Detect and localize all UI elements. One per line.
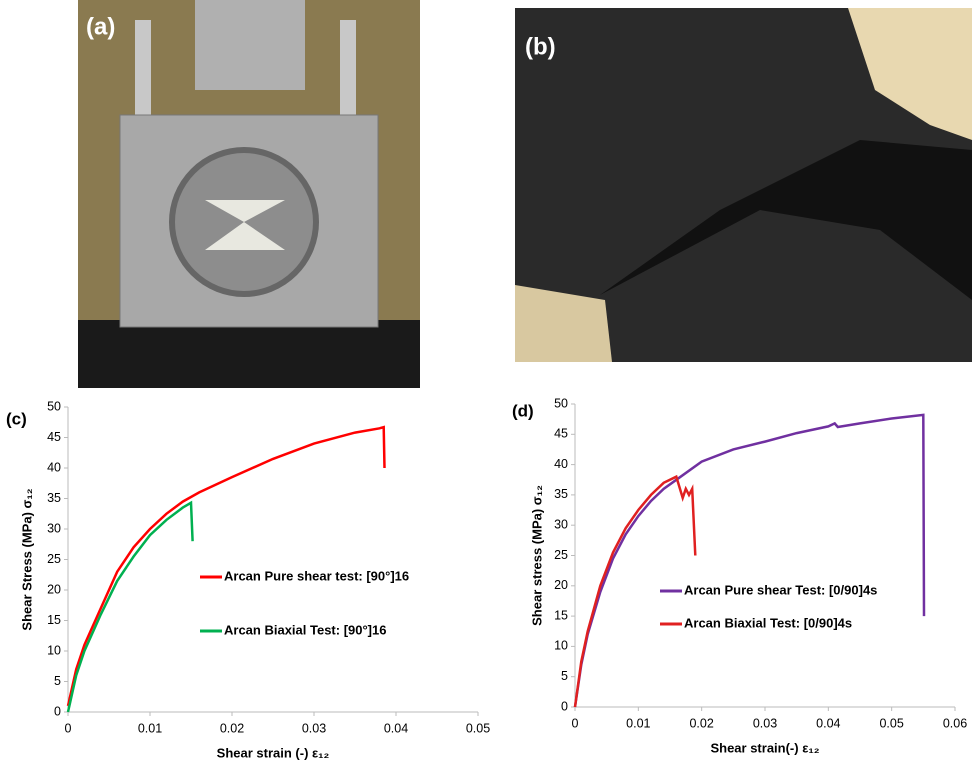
- x-tick-label: 0: [572, 716, 579, 730]
- x-tick-label: 0.01: [138, 721, 162, 735]
- panel-label: (c): [6, 409, 27, 428]
- y-tick-label: 10: [554, 639, 568, 653]
- y-tick-label: 30: [554, 517, 568, 531]
- legend-label: Arcan Pure shear Test: [0/90]4s: [684, 582, 877, 597]
- y-tick-label: 0: [561, 699, 568, 713]
- series-line: [573, 413, 926, 708]
- legend-label: Arcan Pure shear test: [90°]16: [224, 568, 409, 583]
- y-tick-label: 45: [47, 430, 61, 444]
- y-tick-label: 50: [47, 399, 61, 413]
- y-tick-label: 5: [54, 674, 61, 688]
- photo-a: (a): [78, 0, 420, 388]
- x-tick-label: 0.03: [302, 721, 326, 735]
- y-tick-label: 20: [554, 578, 568, 592]
- y-axis-label: Shear Stress (MPa) σ₁₂: [19, 488, 34, 630]
- y-tick-label: 50: [554, 396, 568, 410]
- chart: 0 5 10 15 20 25 30 35 40 45 50 0 0.01 0.02 0.03 0.04 0.0…: [6, 399, 490, 760]
- chart: 0 5 10 15 20 25 30 35 40 45 50 0 0.01 0.02 0.03 0.04 0.0…: [512, 396, 967, 755]
- photo-label: (a): [86, 13, 115, 40]
- y-tick-label: 10: [47, 643, 61, 657]
- x-tick-label: 0.05: [466, 721, 490, 735]
- photo-label: (b): [525, 33, 556, 60]
- x-tick-label: 0.01: [626, 716, 650, 730]
- x-tick-label: 0.02: [689, 716, 713, 730]
- series-line: [66, 425, 386, 707]
- y-tick-label: 5: [561, 669, 568, 683]
- legend-label: Arcan Biaxial Test: [0/90]4s: [684, 615, 852, 630]
- x-axis-label: Shear strain(-) ε₁₂: [710, 740, 819, 755]
- photo-loadcell: [195, 0, 305, 90]
- x-tick-label: 0.06: [943, 716, 967, 730]
- y-tick-label: 25: [47, 552, 61, 566]
- legend-label: Arcan Biaxial Test: [90°]16: [224, 622, 386, 637]
- y-tick-label: 45: [554, 427, 568, 441]
- y-tick-label: 30: [47, 521, 61, 535]
- panel-label: (d): [512, 401, 534, 420]
- x-tick-label: 0.05: [879, 716, 903, 730]
- photo-corner: [515, 285, 612, 362]
- x-tick-label: 0.04: [816, 716, 840, 730]
- photo-b: (b): [515, 8, 972, 362]
- x-tick-label: 0: [65, 721, 72, 735]
- x-tick-label: 0.02: [220, 721, 244, 735]
- y-tick-label: 20: [47, 582, 61, 596]
- photo-corner: [848, 8, 972, 140]
- series-line: [573, 474, 697, 708]
- photo-crack: [600, 140, 972, 300]
- y-tick-label: 35: [47, 491, 61, 505]
- y-axis-label: Shear stress (MPa) σ₁₂: [529, 485, 544, 626]
- series-line: [66, 500, 194, 713]
- x-axis-label: Shear strain (-) ε₁₂: [217, 745, 330, 760]
- y-tick-label: 15: [554, 608, 568, 622]
- photo-specimen: [205, 200, 285, 250]
- y-tick-label: 35: [554, 487, 568, 501]
- y-tick-label: 40: [554, 457, 568, 471]
- photo-floor: [78, 320, 420, 388]
- y-tick-label: 40: [47, 460, 61, 474]
- y-tick-label: 15: [47, 613, 61, 627]
- x-tick-label: 0.04: [384, 721, 408, 735]
- x-tick-label: 0.03: [753, 716, 777, 730]
- y-tick-label: 25: [554, 548, 568, 562]
- y-tick-label: 0: [54, 704, 61, 718]
